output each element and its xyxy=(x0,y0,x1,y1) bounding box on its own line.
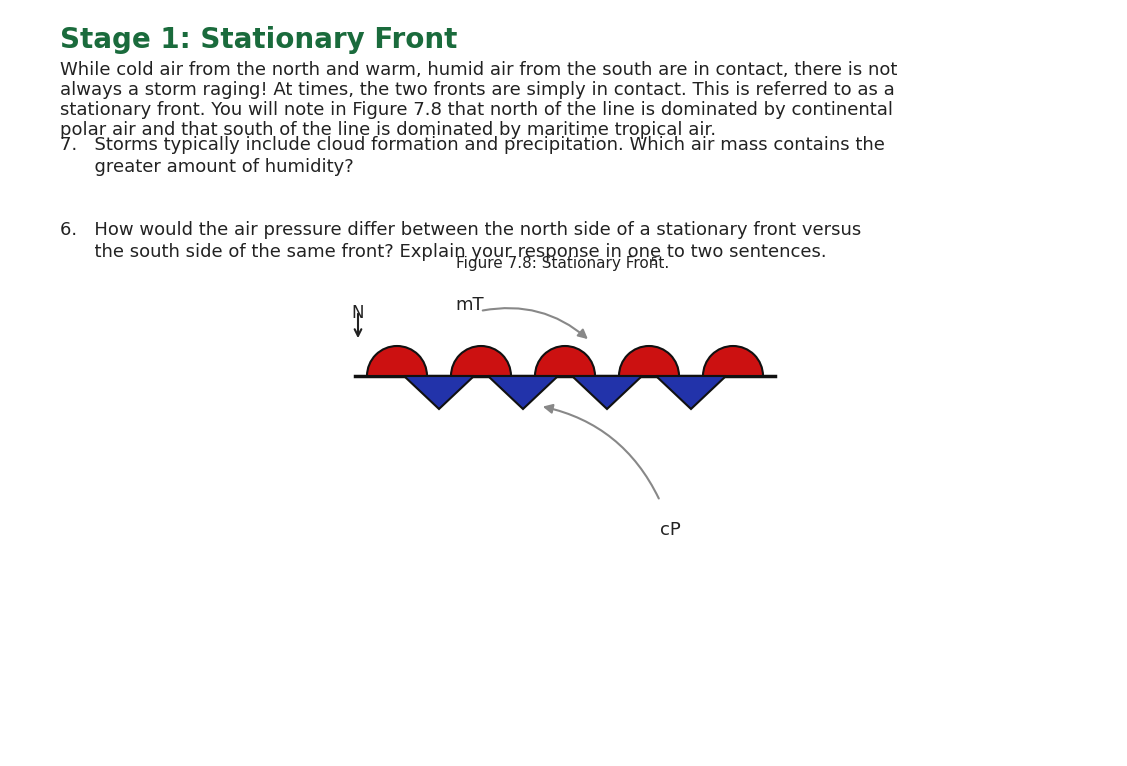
FancyArrowPatch shape xyxy=(482,308,586,338)
Wedge shape xyxy=(535,346,595,376)
Wedge shape xyxy=(619,346,678,376)
Text: 6.   How would the air pressure differ between the north side of a stationary fr: 6. How would the air pressure differ bet… xyxy=(60,221,861,239)
Polygon shape xyxy=(488,376,558,409)
Text: Figure 7.8: Stationary Front.: Figure 7.8: Stationary Front. xyxy=(456,256,669,271)
Text: While cold air from the north and warm, humid air from the south are in contact,: While cold air from the north and warm, … xyxy=(60,61,897,79)
Text: Stage 1: Stationary Front: Stage 1: Stationary Front xyxy=(60,26,458,54)
Polygon shape xyxy=(403,376,474,409)
Text: the south side of the same front? Explain your response in one to two sentences.: the south side of the same front? Explai… xyxy=(60,243,826,261)
Text: mT: mT xyxy=(455,296,483,314)
Wedge shape xyxy=(451,346,511,376)
FancyArrowPatch shape xyxy=(545,405,659,499)
Text: N: N xyxy=(352,304,364,322)
Text: greater amount of humidity?: greater amount of humidity? xyxy=(60,158,354,176)
Text: cP: cP xyxy=(660,521,681,539)
Polygon shape xyxy=(573,376,642,409)
Text: 5: 5 xyxy=(650,257,657,267)
Polygon shape xyxy=(656,376,726,409)
Wedge shape xyxy=(367,346,427,376)
Wedge shape xyxy=(703,346,763,376)
Text: always a storm raging! At times, the two fronts are simply in contact. This is r: always a storm raging! At times, the two… xyxy=(60,81,895,99)
Text: polar air and that south of the line is dominated by maritime tropical air.: polar air and that south of the line is … xyxy=(60,121,716,139)
Text: stationary front. You will note in Figure 7.8 that north of the line is dominate: stationary front. You will note in Figur… xyxy=(60,101,893,119)
Text: 7.   Storms typically include cloud formation and precipitation. Which air mass : 7. Storms typically include cloud format… xyxy=(60,136,885,154)
